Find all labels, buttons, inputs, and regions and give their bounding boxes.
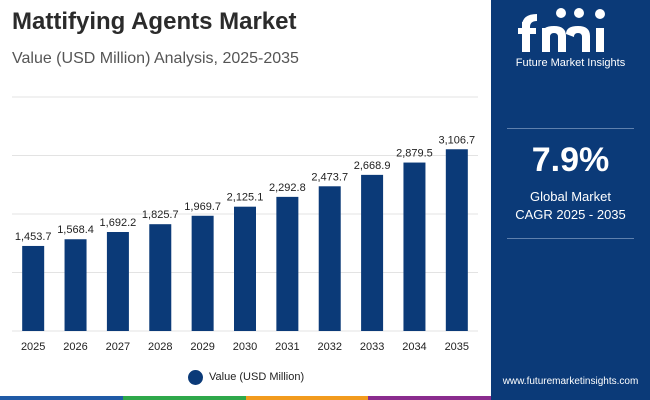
chart-subtitle: Value (USD Million) Analysis, 2025-2035: [12, 50, 299, 67]
value-label-2031: 2,292.8: [269, 182, 306, 194]
bar-2032: [318, 186, 341, 331]
bar-2035: [445, 149, 468, 331]
value-label-2028: 1,825.7: [142, 209, 179, 221]
divider-bottom: [507, 238, 634, 239]
band-segment-orange: [245, 396, 369, 400]
value-label-2026: 1,568.4: [57, 224, 94, 236]
x-tick-2025: 2025: [21, 341, 45, 353]
x-tick-2033: 2033: [360, 341, 384, 353]
x-tick-2031: 2031: [275, 341, 299, 353]
bar-2028: [149, 224, 172, 331]
bar-2026: [64, 239, 87, 331]
cagr-caption: Global Market CAGR 2025 - 2035: [491, 188, 650, 224]
value-label-2030: 2,125.1: [227, 192, 264, 204]
bar-2025: [22, 245, 45, 331]
value-label-2025: 1,453.7: [15, 231, 52, 243]
divider-top: [507, 128, 634, 129]
x-tick-2027: 2027: [106, 341, 130, 353]
bottom-color-band: [0, 396, 491, 400]
bar-2027: [106, 232, 129, 331]
band-segment-blue: [0, 396, 123, 400]
bar-2031: [276, 196, 299, 331]
x-tick-2032: 2032: [317, 341, 341, 353]
cagr-caption-line1: Global Market: [530, 189, 611, 204]
website-link[interactable]: www.futuremarketinsights.com: [502, 376, 639, 387]
bar-2029: [191, 215, 214, 331]
chart-title: Mattifying Agents Market: [12, 8, 297, 35]
value-label-2033: 2,668.9: [354, 160, 391, 172]
x-tick-2026: 2026: [63, 341, 87, 353]
logo-wordmark: Future Market Insights: [515, 57, 626, 69]
legend-label: Value (USD Million): [209, 371, 305, 383]
x-tick-2035: 2035: [445, 341, 469, 353]
value-label-2027: 1,692.2: [100, 217, 137, 229]
x-tick-2034: 2034: [402, 341, 426, 353]
x-tick-2028: 2028: [148, 341, 172, 353]
value-label-2032: 2,473.7: [311, 171, 348, 183]
fmi-logo: [518, 8, 605, 52]
bar-chart: 1,453.7 2025 1,568.4 2026 1,692.2 2027 1,825.7…: [12, 96, 478, 353]
value-label-2029: 1,969.7: [184, 201, 221, 213]
cagr-caption-line2: CAGR 2025 - 2035: [515, 207, 626, 222]
x-tick-2030: 2030: [233, 341, 257, 353]
x-tick-2029: 2029: [190, 341, 214, 353]
bar-2034: [403, 162, 426, 331]
chart-legend: Value (USD Million): [188, 368, 304, 386]
band-segment-purple: [368, 396, 491, 400]
band-segment-green: [122, 396, 246, 400]
legend-swatch: [188, 369, 203, 385]
side-panel: Future Market Insights 7.9% Global Marke…: [491, 0, 650, 400]
value-label-2035: 3,106.7: [438, 134, 475, 146]
bar-2030: [234, 206, 256, 331]
value-label-2034: 2,879.5: [396, 148, 433, 160]
bar-2033: [361, 174, 384, 331]
cagr-value: 7.9%: [531, 141, 610, 179]
